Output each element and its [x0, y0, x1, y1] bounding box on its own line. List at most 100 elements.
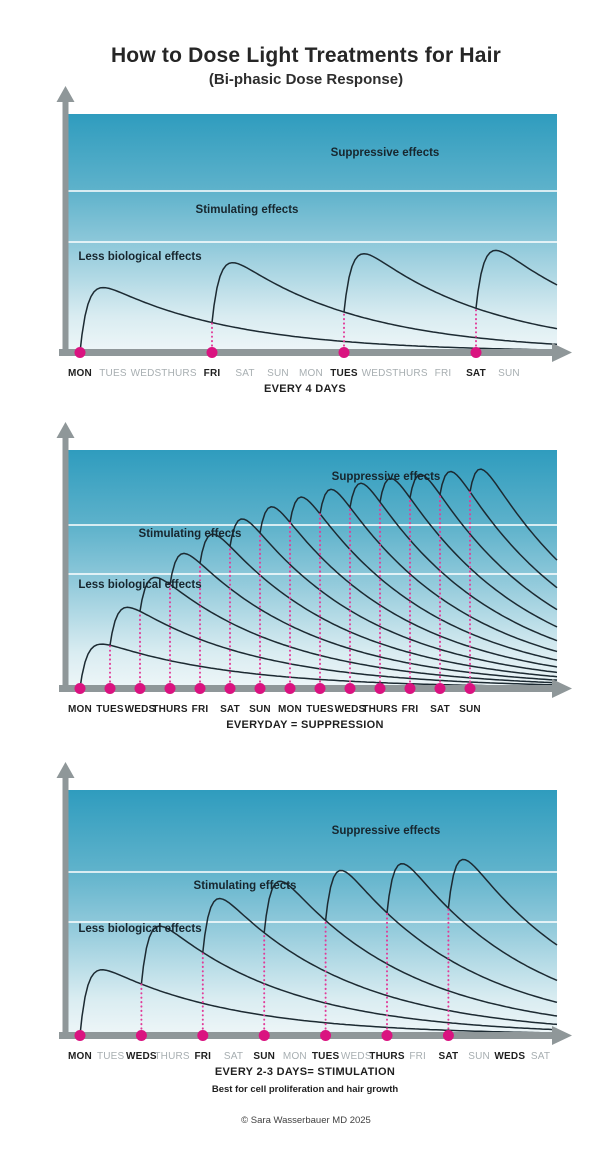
response-curve	[139, 576, 557, 684]
response-curve	[349, 482, 558, 642]
day-label: SAT	[235, 368, 254, 379]
y-axis-arrow-icon	[56, 762, 75, 778]
day-label: WEDS	[341, 1051, 372, 1062]
dose-dot	[434, 683, 446, 694]
day-label: THURS	[161, 368, 197, 379]
y-axis-arrow-icon	[56, 86, 75, 102]
day-label: THURS	[154, 1051, 190, 1062]
day-label: SUN	[468, 1051, 490, 1062]
day-label: THURS	[369, 1051, 405, 1062]
day-label: MON	[68, 704, 92, 715]
day-label: TUES	[96, 704, 124, 715]
response-curve	[202, 897, 558, 1026]
y-axis	[62, 436, 69, 692]
y-axis	[62, 776, 69, 1039]
day-label: SAT	[430, 704, 450, 715]
dose-dot	[224, 683, 236, 694]
day-label: SAT	[531, 1051, 550, 1062]
dose-dot	[470, 347, 482, 358]
day-label: TUES	[99, 368, 127, 379]
day-label: WEDS	[131, 368, 162, 379]
response-curve	[343, 252, 558, 330]
day-label: THURS	[392, 368, 428, 379]
day-label: MON	[283, 1051, 307, 1062]
response-curve	[169, 552, 558, 681]
dose-dot	[194, 683, 206, 694]
response-curve	[79, 969, 557, 1036]
day-label: FRI	[409, 1051, 426, 1062]
response-curve	[386, 862, 558, 982]
dose-dot	[135, 1030, 147, 1041]
response-curve	[229, 518, 558, 674]
response-curve	[140, 925, 558, 1031]
dose-dot	[338, 347, 350, 358]
day-label: MON	[68, 1051, 92, 1062]
chart-caption: EVERY 2-3 DAYS= STIMULATION	[215, 1066, 395, 1078]
x-axis	[59, 685, 552, 692]
response-curve	[211, 261, 558, 346]
day-label: WEDS	[362, 368, 393, 379]
dose-dot	[164, 683, 176, 694]
day-label: SAT	[224, 1051, 243, 1062]
zone-label: Suppressive effects	[332, 471, 441, 483]
day-label: SAT	[220, 704, 240, 715]
chart-caption: EVERYDAY = SUPPRESSION	[226, 719, 384, 731]
dose-dot	[442, 1030, 454, 1041]
page-title: How to Dose Light Treatments for Hair	[110, 44, 502, 67]
response-curve	[319, 488, 558, 653]
day-label: MON	[278, 704, 302, 715]
x-axis-arrow-icon	[552, 1026, 572, 1045]
chart-panel-1: MON TUES WEDS THURS FRI SAT SUN MON TUES WEDS THUR…	[56, 86, 572, 395]
page-subtitle: (Bi-phasic Dose Response)	[208, 71, 404, 88]
day-label: TUES	[306, 704, 334, 715]
day-label: WEDS	[126, 1051, 157, 1062]
dose-dot	[74, 347, 86, 358]
response-curve	[263, 880, 558, 1017]
response-curve	[447, 858, 558, 946]
dose-response-zones	[68, 790, 557, 1035]
chart-caption: EVERY 4 DAYS	[264, 383, 346, 395]
day-label: WEDS	[335, 704, 366, 715]
dose-dot	[134, 683, 146, 694]
day-label: WEDS	[494, 1051, 525, 1062]
dose-dot	[381, 1030, 393, 1041]
day-label: MON	[68, 368, 92, 379]
dose-dot	[404, 683, 416, 694]
day-label: SUN	[498, 368, 520, 379]
response-curve	[199, 533, 558, 678]
dose-dot	[104, 683, 116, 694]
day-label: SUN	[459, 704, 481, 715]
chart-subcaption: Best for cell proliferation and hair gro…	[212, 1084, 399, 1095]
zone-label: Suppressive effects	[332, 825, 441, 837]
dose-dot	[374, 683, 386, 694]
day-label: THURS	[362, 704, 398, 715]
y-axis	[62, 100, 69, 356]
dose-dot	[314, 683, 326, 694]
response-curve	[469, 468, 558, 561]
dose-dot	[320, 1030, 332, 1041]
response-curve	[289, 496, 558, 661]
response-curve	[409, 473, 558, 611]
response-curve	[259, 506, 558, 668]
response-curve	[439, 470, 558, 589]
dose-response-zones	[68, 450, 557, 688]
dose-response-zones	[68, 114, 557, 352]
dose-dot	[344, 683, 356, 694]
zone-label: Stimulating effects	[139, 528, 242, 540]
x-axis-arrow-icon	[552, 679, 572, 698]
dose-dot	[464, 683, 476, 694]
zone-label: Suppressive effects	[331, 147, 440, 159]
response-curve	[475, 249, 558, 309]
day-label: TUES	[97, 1051, 125, 1062]
dose-dot	[258, 1030, 270, 1041]
day-label: MON	[299, 368, 323, 379]
day-label: TUES	[330, 368, 358, 379]
response-curve	[324, 869, 558, 1004]
zone-label: Less biological effects	[78, 579, 201, 591]
dose-dot	[197, 1030, 209, 1041]
day-label: WEDS	[125, 704, 156, 715]
day-label: FRI	[204, 368, 221, 379]
